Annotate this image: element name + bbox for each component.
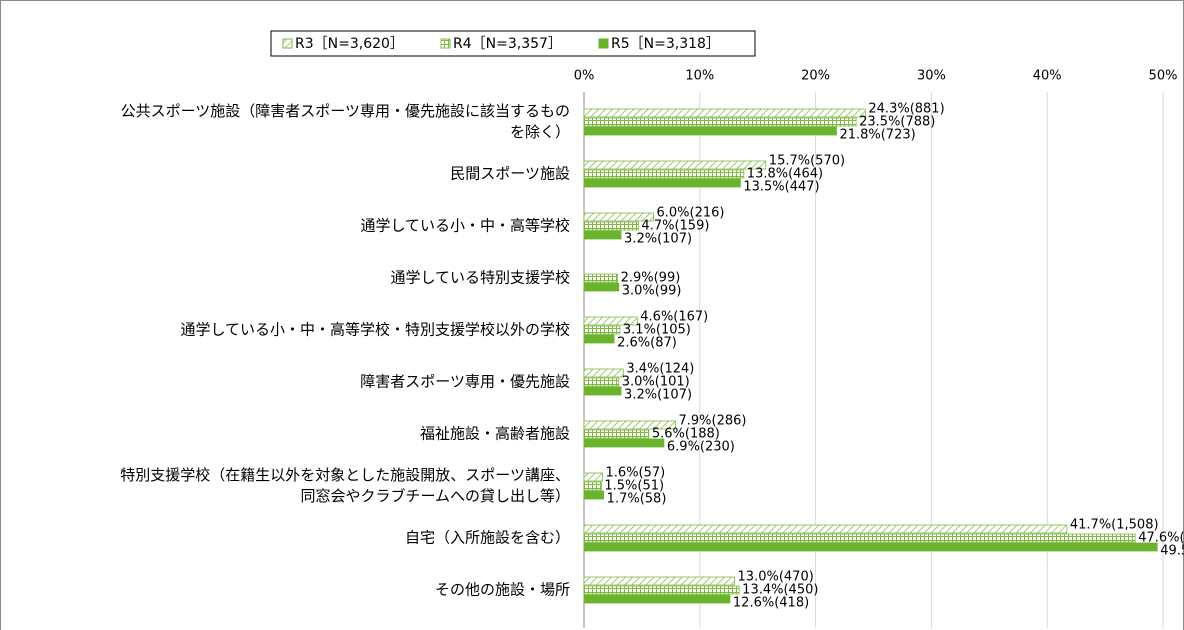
bar	[583, 472, 603, 482]
value-label: 47.6%(1,597)	[1138, 531, 1184, 546]
value-label: 13.0%(470)	[738, 570, 814, 585]
bar	[583, 533, 1136, 543]
x-tick-label: 10%	[685, 69, 714, 84]
bar	[583, 481, 602, 491]
category-label: 通学している小・中・高等学校	[360, 216, 570, 235]
bar	[583, 160, 767, 170]
bar	[583, 282, 620, 292]
value-label: 41.7%(1,508)	[1070, 518, 1159, 533]
category-label: 福祉施設・高齢者施設	[419, 424, 570, 443]
value-label: 49.5%(1,642)	[1160, 544, 1184, 559]
value-label: 24.3%(881)	[868, 102, 944, 117]
value-label: 13.4%(450)	[742, 583, 818, 598]
category-label: 通学している小・中・高等学校・特別支援学校以外の学校	[180, 320, 570, 339]
legend-box	[270, 30, 756, 57]
x-tick-label: 0%	[574, 69, 595, 84]
value-label: 21.8%(723)	[839, 128, 915, 143]
category-label: 公共スポーツ施設（障害者スポーツ専用・優先施設に該当するもの を除く）	[120, 102, 570, 141]
value-label: 6.0%(216)	[656, 206, 724, 221]
x-tick-label: 40%	[1033, 69, 1062, 84]
category-label: 自宅（入所施設を含む）	[404, 528, 570, 547]
legend-swatch	[440, 38, 451, 49]
bar	[583, 178, 741, 188]
value-label: 3.2%(107)	[624, 388, 692, 403]
bar	[583, 438, 665, 448]
value-label: 2.6%(87)	[617, 336, 677, 351]
legend-swatch	[598, 38, 609, 49]
bar	[583, 212, 654, 222]
category-label: その他の施設・場所	[434, 580, 570, 599]
value-label: 2.9%(99)	[621, 271, 681, 286]
legend-swatch	[282, 38, 293, 49]
category-label: 民間スポーツ施設	[450, 164, 570, 183]
category-label: 特別支援学校（在籍生以外を対象とした施設開放、スポーツ講座、 同窓会やクラブチー…	[120, 466, 570, 505]
bar	[583, 334, 615, 344]
value-label: 6.9%(230)	[667, 440, 735, 455]
value-label: 3.2%(107)	[624, 232, 692, 247]
bar	[583, 576, 735, 586]
bar	[583, 230, 622, 240]
x-tick-label: 30%	[917, 69, 946, 84]
value-label: 3.0%(101)	[622, 375, 690, 390]
bar	[583, 316, 638, 326]
category-label: 障害者スポーツ専用・優先施設	[360, 372, 570, 391]
bar	[583, 386, 622, 396]
value-label: 1.6%(57)	[606, 466, 666, 481]
bar	[583, 524, 1068, 534]
x-tick-label: 50%	[1149, 69, 1178, 84]
bar	[583, 169, 745, 179]
bar	[583, 585, 740, 595]
value-label: 3.1%(105)	[623, 323, 691, 338]
bar	[583, 108, 866, 118]
value-label: 12.6%(418)	[733, 596, 809, 611]
bar	[583, 420, 676, 430]
bar	[583, 126, 837, 136]
legend-label: R4［N=3,357］	[453, 36, 562, 52]
value-label: 13.8%(464)	[747, 167, 823, 182]
value-label: 1.7%(58)	[607, 492, 667, 507]
bar	[583, 325, 621, 335]
bar	[583, 594, 731, 604]
value-label: 3.0%(99)	[622, 284, 682, 299]
value-label: 4.7%(159)	[641, 219, 709, 234]
bar	[583, 221, 639, 231]
x-tick-label: 20%	[801, 69, 830, 84]
bar	[583, 429, 650, 439]
value-label: 5.6%(188)	[652, 427, 720, 442]
value-label: 23.5%(788)	[859, 115, 935, 130]
legend-label: R3［N=3,620］	[295, 36, 404, 52]
value-label: 13.5%(447)	[743, 180, 819, 195]
legend-label: R5［N=3,318］	[611, 36, 720, 52]
bar	[583, 368, 624, 378]
value-label: 3.4%(124)	[626, 362, 694, 377]
bar	[583, 542, 1158, 552]
bar	[583, 490, 605, 500]
bar	[583, 117, 857, 127]
bar	[583, 273, 618, 283]
value-label: 4.6%(167)	[640, 310, 708, 325]
bar	[583, 377, 620, 387]
value-label: 15.7%(570)	[769, 154, 845, 169]
value-label: 7.9%(286)	[678, 414, 746, 429]
value-label: 1.5%(51)	[604, 479, 664, 494]
category-label: 通学している特別支援学校	[390, 268, 570, 287]
